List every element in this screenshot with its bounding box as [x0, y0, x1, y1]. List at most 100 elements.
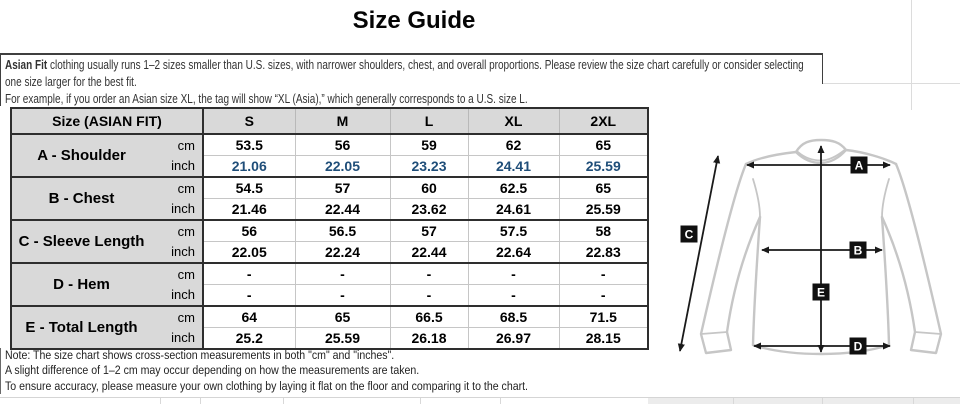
- size-value-cell: 66.5: [389, 305, 468, 328]
- gridline: [160, 398, 161, 404]
- unit-label-cm: cm: [151, 262, 203, 285]
- size-value-cell: 22.44: [389, 241, 468, 263]
- size-value-cell: 65: [558, 133, 648, 156]
- intro-line-1-text: clothing usually runs 1–2 sizes smaller …: [47, 58, 804, 72]
- size-value-cell: 57: [389, 219, 468, 242]
- body-right-side: [880, 215, 891, 347]
- table-row: inch 21.46 22.44 23.62 24.61 25.59: [11, 198, 648, 220]
- label-box: [680, 225, 698, 243]
- left-armhole-seam: [752, 178, 761, 218]
- intro-line-2: one size larger for the best fit.: [5, 75, 137, 90]
- diagram-label-e: E: [812, 283, 830, 301]
- size-value-cell: 28.15: [558, 327, 648, 349]
- gridline: [911, 0, 912, 110]
- label-box: [849, 241, 867, 259]
- size-col-header-l: L: [389, 108, 468, 135]
- size-value-cell: 26.18: [389, 327, 468, 349]
- unit-label-inch: inch: [151, 155, 203, 177]
- size-value-cell: -: [202, 262, 295, 285]
- footnote-2: A slight difference of 1–2 cm may occur …: [5, 363, 420, 378]
- size-value-cell: -: [389, 262, 468, 285]
- body-left-side: [751, 215, 762, 347]
- measurement-name: D - Hem: [11, 262, 151, 306]
- size-value-cell: 22.05: [294, 155, 390, 177]
- unit-label-inch: inch: [151, 327, 203, 349]
- size-value-cell: 53.5: [202, 133, 295, 156]
- left-shoulder: [744, 150, 798, 166]
- size-value-cell: 65: [294, 305, 390, 328]
- label-box: [812, 283, 830, 301]
- size-value-cell: 21.46: [202, 198, 295, 220]
- size-value-cell: 57: [294, 176, 390, 199]
- unit-label-inch: inch: [151, 284, 203, 306]
- table-row: inch 21.06 22.05 23.23 24.41 25.59: [11, 155, 648, 177]
- gridline: [733, 398, 734, 404]
- size-value-cell: 22.24: [294, 241, 390, 263]
- gridline: [420, 398, 421, 404]
- size-table-title: Size (ASIAN FIT): [11, 108, 203, 135]
- size-value-cell: -: [558, 284, 648, 306]
- size-value-cell: 22.83: [558, 241, 648, 263]
- size-value-cell: 60: [389, 176, 468, 199]
- left-sleeve: [699, 162, 762, 355]
- size-value-cell: 62.5: [467, 176, 559, 199]
- intro-line-3: For example, if you order an Asian size …: [5, 92, 528, 107]
- size-value-cell: 68.5: [467, 305, 559, 328]
- size-value-cell: 71.5: [558, 305, 648, 328]
- size-value-cell: 22.05: [202, 241, 295, 263]
- sleeve-arrow: [677, 155, 721, 352]
- size-col-header-xl: XL: [467, 108, 559, 135]
- size-value-cell: -: [558, 262, 648, 285]
- size-value-cell: 65: [558, 176, 648, 199]
- table-row: inch - - - - -: [11, 284, 648, 306]
- size-col-header-2xl: 2XL: [558, 108, 648, 135]
- unit-label-cm: cm: [151, 176, 203, 199]
- unit-label-inch: inch: [151, 198, 203, 220]
- collar-outline: [794, 138, 848, 154]
- size-table: Size (ASIAN FIT) S M L XL 2XL A - Shoulder cm 53…: [10, 107, 649, 350]
- size-value-cell: -: [294, 284, 390, 306]
- gridline: [0, 397, 960, 398]
- gridline: [500, 398, 501, 404]
- footnotes: Note: The size chart shows cross-section…: [0, 348, 613, 394]
- diagram-label-b: B: [849, 241, 867, 259]
- unit-label-cm: cm: [151, 305, 203, 328]
- right-sleeve: [880, 162, 943, 355]
- size-col-header-m: M: [294, 108, 390, 135]
- table-row: A - Shoulder cm 53.5 56 59 62 65: [11, 133, 648, 177]
- size-value-cell: 56.5: [294, 219, 390, 242]
- size-value-cell: 57.5: [467, 219, 559, 242]
- size-value-cell: -: [202, 284, 295, 306]
- right-cuff-line: [914, 331, 942, 335]
- label-letter: A: [855, 159, 864, 173]
- size-col-header-s: S: [202, 108, 295, 135]
- unit-label-cm: cm: [151, 133, 203, 156]
- label-letter: D: [854, 340, 863, 354]
- label-letter: B: [854, 244, 863, 258]
- measurement-name: E - Total Length: [11, 305, 151, 349]
- garment-diagram: A B C D E: [677, 138, 943, 356]
- intro-note: Asian Fit clothing usually runs 1–2 size…: [0, 53, 822, 106]
- size-value-cell: 21.06: [202, 155, 295, 177]
- size-value-cell: 58: [558, 219, 648, 242]
- page-title: Size Guide: [352, 7, 476, 34]
- size-value-cell: -: [467, 262, 559, 285]
- table-row: inch 25.2 25.59 26.18 26.97 28.15: [11, 327, 648, 349]
- intro-line-1: Asian Fit clothing usually runs 1–2 size…: [5, 57, 804, 74]
- note-box-right-border: [822, 53, 823, 84]
- size-table-header-row: Size (ASIAN FIT) S M L XL 2XL: [11, 108, 648, 135]
- gridline: [200, 398, 201, 404]
- label-letter: E: [817, 286, 825, 300]
- gridline: [823, 83, 960, 84]
- left-cuff-line: [700, 331, 728, 335]
- size-value-cell: 62: [467, 133, 559, 156]
- hem-line: [751, 343, 891, 356]
- table-row: B - Chest cm 54.5 57 60 62.5 65: [11, 176, 648, 220]
- size-value-cell: -: [294, 262, 390, 285]
- size-value-cell: 23.23: [389, 155, 468, 177]
- table-row: E - Total Length cm 64 65 66.5 68.5 71.5: [11, 305, 648, 349]
- table-row: inch 22.05 22.24 22.44 22.64 22.83: [11, 241, 648, 263]
- size-value-cell: 56: [294, 133, 390, 156]
- size-value-cell: 24.61: [467, 198, 559, 220]
- table-row: D - Hem cm - - - - -: [11, 262, 648, 306]
